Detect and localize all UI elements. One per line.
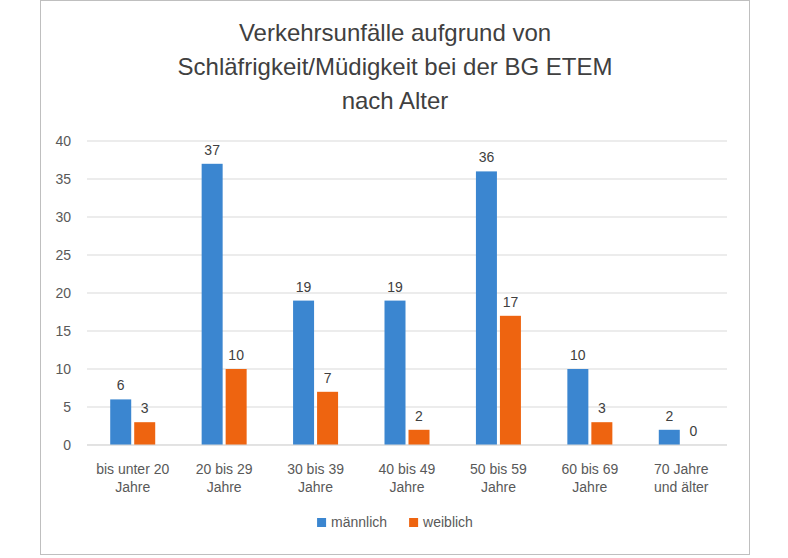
grid-line [87,331,727,332]
x-tick-line: 30 bis 39 [287,461,344,477]
x-tick-line: Jahre [481,479,516,495]
x-tick-line: Jahre [298,479,333,495]
legend-swatch [409,518,418,527]
x-tick-label: 50 bis 59 Jahre [470,461,527,495]
x-axis [87,445,727,446]
bar [226,369,247,445]
bar [409,430,430,445]
y-tick-label: 25 [55,247,71,263]
y-tick-label: 10 [55,361,71,377]
bar [385,301,406,445]
data-label: 17 [503,294,519,310]
bar [202,164,223,445]
legend-label: männlich [331,514,387,530]
legend-label: weiblich [422,514,473,530]
x-tick-label: 30 bis 39 Jahre [287,461,344,495]
data-label: 19 [387,279,403,295]
bar [659,430,680,445]
x-tick-line: Jahre [572,479,607,495]
grid-line [87,293,727,294]
y-tick-label: 20 [55,285,71,301]
x-tick-line: 70 Jahre [654,461,709,477]
x-tick-line: 40 bis 49 [379,461,436,477]
y-tick-label: 35 [55,171,71,187]
data-label: 19 [296,279,312,295]
data-label: 0 [689,423,697,439]
chart: Verkehrsunfälle aufgrund von Schläfrigkei… [0,0,788,558]
x-tick-label: 60 bis 69 Jahre [561,461,618,495]
data-label: 7 [324,370,332,386]
x-tick-line: 60 bis 69 [561,461,618,477]
data-label: 10 [570,347,586,363]
x-tick-line: Jahre [389,479,424,495]
x-tick-line: 20 bis 29 [196,461,253,477]
y-tick-label: 40 [55,133,71,149]
grid-line [87,369,727,370]
title-line: Verkehrsunfälle aufgrund von [239,19,551,46]
grid-line [87,217,727,218]
x-tick-line: Jahre [115,479,150,495]
bar [476,171,497,445]
data-label: 2 [415,408,423,424]
x-tick-line: 50 bis 59 [470,461,527,477]
bar [567,369,588,445]
bar [110,399,131,445]
title-line: Schläfrigkeit/Müdigkeit bei der BG ETEM [178,53,613,80]
grid-line [87,445,727,446]
bar [317,392,338,445]
data-label: 36 [479,149,495,165]
x-tick-label: bis unter 20 Jahre [96,461,169,495]
title: Verkehrsunfälle aufgrund von Schläfrigkei… [178,19,613,114]
y-tick-label: 5 [63,399,71,415]
title-line: nach Alter [342,87,449,114]
bar [591,422,612,445]
x-tick-line: und älter [654,479,709,495]
y-tick-label: 0 [63,437,71,453]
data-label: 2 [665,408,673,424]
x-tick-line: Jahre [207,479,242,495]
x-tick-label: 20 bis 29 Jahre [196,461,253,495]
grid-line [87,179,727,180]
x-tick-label: 70 Jahre und älter [654,461,709,495]
x-tick-line: bis unter 20 [96,461,169,477]
x-tick-label: 40 bis 49 Jahre [379,461,436,495]
y-tick-label: 15 [55,323,71,339]
data-label: 3 [598,400,606,416]
bar [500,316,521,445]
chart-frame [41,1,750,555]
grid-line [87,255,727,256]
bars [110,164,680,445]
data-label: 37 [204,142,220,158]
grid-line [87,407,727,408]
legend-swatch [317,518,326,527]
bar [293,301,314,445]
data-label: 6 [117,377,125,393]
grid-line [87,141,727,142]
data-label: 10 [228,347,244,363]
data-label: 3 [141,400,149,416]
y-tick-label: 30 [55,209,71,225]
bar [134,422,155,445]
